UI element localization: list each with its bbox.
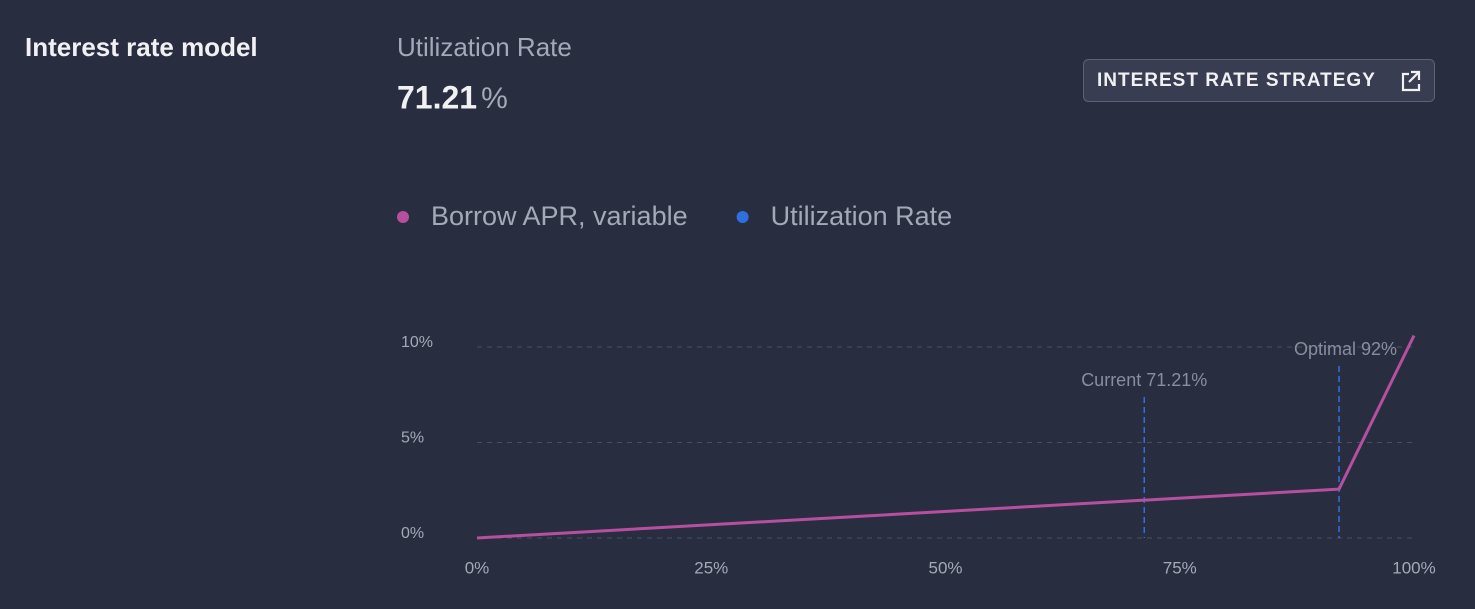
marker-label: Current 71.21% — [1081, 370, 1207, 390]
x-tick-label: 75% — [1163, 558, 1197, 577]
y-tick-label: 10% — [401, 334, 433, 351]
legend-marker — [397, 211, 409, 223]
legend-label: Utilization Rate — [771, 201, 953, 231]
button-label[interactable]: INTEREST RATE STRATEGY — [1097, 70, 1376, 91]
external-link-icon[interactable] — [1401, 70, 1421, 92]
x-tick-label: 25% — [694, 558, 728, 577]
button-frame[interactable] — [1083, 59, 1435, 102]
strategy-button[interactable]: INTEREST RATE STRATEGY — [1083, 59, 1435, 102]
legend-label: Borrow APR, variable — [431, 201, 688, 231]
section-title: Interest rate model — [25, 32, 258, 62]
legend-marker — [736, 211, 749, 223]
y-tick-label: 0% — [401, 525, 424, 542]
x-tick-label: 100% — [1392, 558, 1435, 577]
x-tick-label: 50% — [928, 558, 962, 577]
y-tick-label: 5% — [401, 430, 424, 447]
x-tick-label: 0% — [465, 558, 490, 577]
metric-value: 71.21 — [397, 79, 477, 115]
marker-label: Optimal 92% — [1294, 339, 1397, 359]
metric-unit: % — [481, 82, 508, 115]
metric-label: Utilization Rate — [397, 32, 572, 62]
apr-line — [476, 334, 1416, 540]
